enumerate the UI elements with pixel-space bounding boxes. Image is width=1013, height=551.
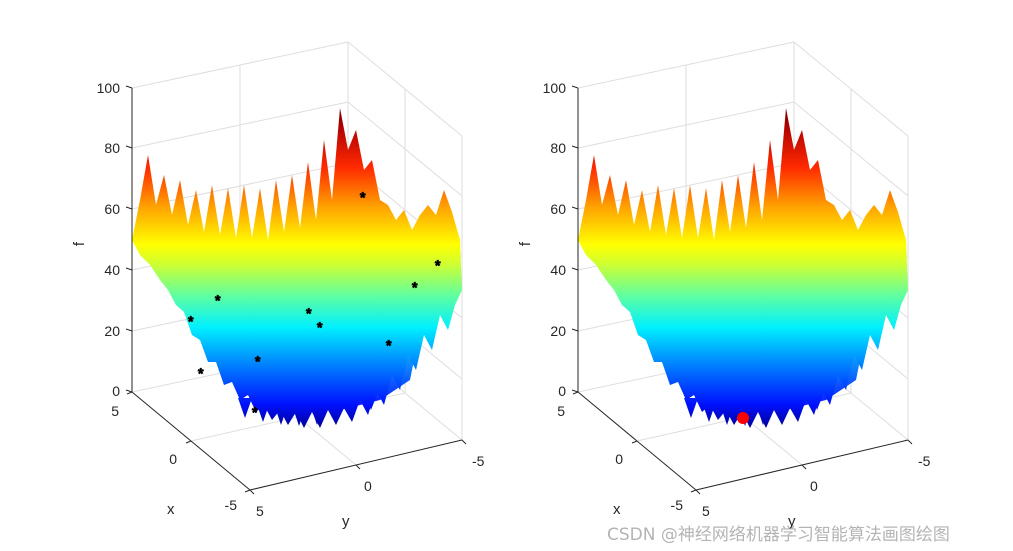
svg-text:*: * [198,365,204,381]
svg-text:-5: -5 [671,497,684,513]
svg-text:-5: -5 [918,453,931,469]
x-tick-labels: 5 0 -5 [557,403,683,513]
svg-text:0: 0 [558,383,566,399]
surface-rastrigin [578,108,908,428]
svg-text:-5: -5 [472,453,485,469]
svg-text:*: * [252,404,258,420]
svg-text:100: 100 [97,80,121,96]
svg-text:*: * [360,189,366,205]
watermark: CSDN @神经网络机器学习智能算法画图绘图 [607,525,950,545]
subplot-left: * * * * * * * * * * * [71,41,485,530]
svg-text:*: * [188,313,194,329]
axis-lines [125,85,467,495]
subplot-right: 100 80 60 40 20 0 5 0 -5 5 0 -5 f x y [517,41,931,530]
y-tick-labels: 5 0 -5 [702,453,931,519]
svg-text:0: 0 [615,451,623,467]
svg-text:*: * [306,305,312,321]
y-axis-label: y [788,513,796,530]
z-tick-labels: 100 80 60 40 20 0 [543,80,567,399]
svg-text:60: 60 [104,201,120,217]
svg-text:*: * [255,353,261,369]
x-tick-labels: 5 0 -5 [111,403,237,513]
y-tick-labels: 5 0 -5 [256,453,485,519]
svg-text:40: 40 [550,262,566,278]
svg-text:5: 5 [111,403,119,419]
svg-text:20: 20 [550,323,566,339]
z-tick-labels: 100 80 60 40 20 0 [97,80,121,399]
svg-text:*: * [435,257,441,273]
z-axis-label: f [71,241,88,246]
svg-text:20: 20 [104,323,120,339]
svg-text:5: 5 [702,503,710,519]
svg-text:0: 0 [112,383,120,399]
svg-text:100: 100 [543,80,567,96]
svg-text:80: 80 [104,140,120,156]
svg-text:0: 0 [364,478,372,494]
z-axis-label: f [517,241,534,246]
axis-lines [571,85,913,495]
svg-text:*: * [215,292,221,308]
surface-rastrigin [132,108,462,428]
svg-text:80: 80 [550,140,566,156]
x-axis-label: x [613,501,621,518]
svg-text:0: 0 [810,478,818,494]
svg-text:*: * [412,279,418,295]
svg-text:*: * [386,337,392,353]
x-axis-label: x [167,501,175,518]
svg-text:5: 5 [256,503,264,519]
svg-text:*: * [317,319,323,335]
best-solution-marker [737,412,749,424]
svg-text:-5: -5 [225,497,238,513]
svg-text:60: 60 [550,201,566,217]
y-axis-label: y [342,513,350,530]
svg-text:40: 40 [104,262,120,278]
svg-text:5: 5 [557,403,565,419]
svg-text:0: 0 [169,451,177,467]
population-markers: * * * * * * * * * * * [187,188,441,420]
